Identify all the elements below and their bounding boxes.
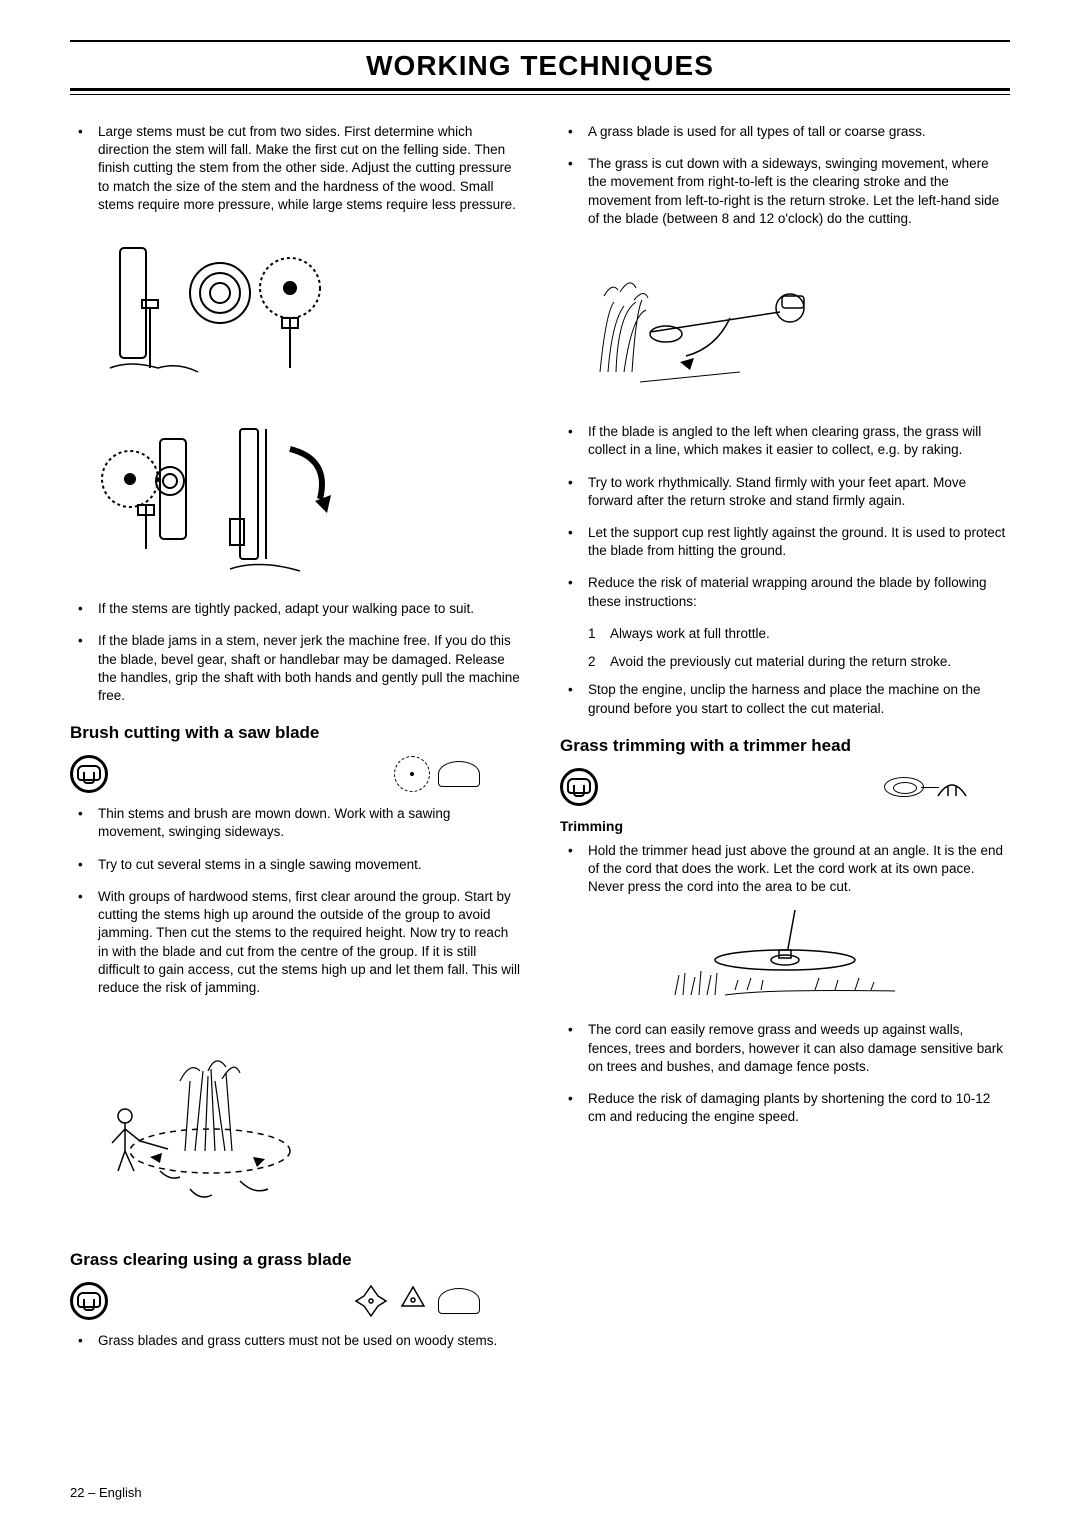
trimming-list-1: Hold the trimmer head just above the gro… xyxy=(560,842,1010,897)
bullet-item: Grass blades and grass cutters must not … xyxy=(70,1332,520,1350)
blade-guard-icon xyxy=(438,761,480,787)
footer-language: English xyxy=(99,1485,142,1500)
brush-icon-row xyxy=(70,755,520,793)
num: 2 xyxy=(588,653,596,671)
footer-sep: – xyxy=(84,1485,98,1500)
trimmer-icon-row xyxy=(560,768,1010,806)
visor-safety-icon xyxy=(560,768,598,806)
trimming-ground-illustration xyxy=(665,910,905,1005)
num-item: 2 Avoid the previously cut material durin… xyxy=(588,653,1010,671)
brush-list: Thin stems and brush are mown down. Work… xyxy=(70,805,520,997)
section-brush-cutting: Brush cutting with a saw blade xyxy=(70,723,520,743)
trimming-list-2: The cord can easily remove grass and wee… xyxy=(560,1021,1010,1126)
blade-guard-icon xyxy=(438,1288,480,1314)
hardwood-group-illustration xyxy=(90,1021,310,1211)
bullet-item: Try to cut several stems in a single saw… xyxy=(70,856,520,874)
right-column: A grass blade is used for all types of t… xyxy=(560,123,1010,1364)
grass-blade-icons xyxy=(354,1284,480,1318)
num-text: Always work at full throttle. xyxy=(610,626,770,641)
bullet-item: A grass blade is used for all types of t… xyxy=(560,123,1010,141)
num-text: Avoid the previously cut material during… xyxy=(610,654,951,669)
rule-thick xyxy=(70,88,1010,91)
visor-safety-icon xyxy=(70,1282,108,1320)
instruction-numbered-list: 1 Always work at full throttle. 2 Avoid th… xyxy=(588,625,1010,671)
saw-blade-icons xyxy=(394,756,480,792)
bullet-item: Let the support cup rest lightly against… xyxy=(560,524,1010,560)
bullet-item: If the blade jams in a stem, never jerk … xyxy=(70,632,520,705)
num-item: 1 Always work at full throttle. xyxy=(588,625,1010,643)
rule-top xyxy=(70,40,1010,42)
section-grass-blade: Grass clearing using a grass blade xyxy=(70,1250,520,1270)
grass-blade-3pt-icon xyxy=(396,1284,430,1318)
tree-cut-illustration-2 xyxy=(90,419,350,579)
trimmer-spool-icon xyxy=(884,777,924,797)
num: 1 xyxy=(588,625,596,643)
rule-thin xyxy=(70,94,1010,95)
bullet-item: Large stems must be cut from two sides. … xyxy=(70,123,520,214)
page-title: WORKING TECHNIQUES xyxy=(70,48,1010,88)
bullet-item: Stop the engine, unclip the harness and … xyxy=(560,681,1010,717)
section-trimmer: Grass trimming with a trimmer head xyxy=(560,736,1010,756)
bullet-item: Reduce the risk of material wrapping aro… xyxy=(560,574,1010,610)
content-columns: Large stems must be cut from two sides. … xyxy=(70,123,1010,1364)
right-postfig-list: If the blade is angled to the left when … xyxy=(560,423,1010,611)
right-intro-list: A grass blade is used for all types of t… xyxy=(560,123,1010,228)
bullet-item: If the stems are tightly packed, adapt y… xyxy=(70,600,520,618)
page-footer: 22 – English xyxy=(70,1485,142,1500)
bullet-item: The grass is cut down with a sideways, s… xyxy=(560,155,1010,228)
bullet-item: With groups of hardwood stems, first cle… xyxy=(70,888,520,997)
trimmer-guard-icon xyxy=(934,772,970,802)
bullet-item: If the blade is angled to the left when … xyxy=(560,423,1010,459)
saw-blade-icon xyxy=(394,756,430,792)
bullet-item: The cord can easily remove grass and wee… xyxy=(560,1021,1010,1076)
grassblade-list: Grass blades and grass cutters must not … xyxy=(70,1332,520,1350)
bullet-item: Hold the trimmer head just above the gro… xyxy=(560,842,1010,897)
bullet-item: Thin stems and brush are mown down. Work… xyxy=(70,805,520,841)
grass-blade-4pt-icon xyxy=(354,1284,388,1318)
sub-trimming: Trimming xyxy=(560,818,1010,834)
trimmer-head-icons xyxy=(884,772,970,802)
left-postfig-list: If the stems are tightly packed, adapt y… xyxy=(70,600,520,705)
bullet-item: Reduce the risk of damaging plants by sh… xyxy=(560,1090,1010,1126)
swing-cut-illustration xyxy=(580,252,830,402)
visor-safety-icon xyxy=(70,755,108,793)
tree-cut-illustration-1 xyxy=(90,238,330,388)
left-intro-list: Large stems must be cut from two sides. … xyxy=(70,123,520,214)
footer-page-number: 22 xyxy=(70,1485,84,1500)
grassblade-icon-row xyxy=(70,1282,520,1320)
right-afterlist: Stop the engine, unclip the harness and … xyxy=(560,681,1010,717)
left-column: Large stems must be cut from two sides. … xyxy=(70,123,520,1364)
bullet-item: Try to work rhythmically. Stand firmly w… xyxy=(560,474,1010,510)
